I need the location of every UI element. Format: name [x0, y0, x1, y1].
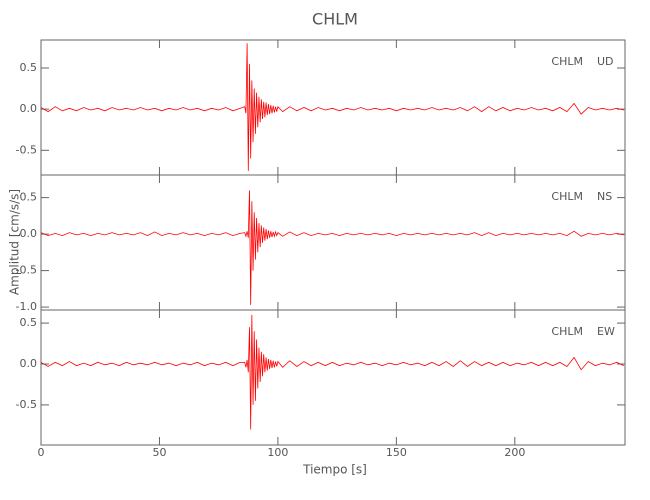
waveform: [40, 190, 624, 305]
panel-component: EW: [597, 325, 615, 338]
x-tick-label: 50: [152, 446, 166, 459]
panel-station: CHLM: [551, 190, 583, 203]
y-tick-label: 0.5: [20, 61, 38, 74]
x-tick-label: 200: [504, 446, 525, 459]
chart-title: CHLM: [312, 10, 358, 29]
x-tick-label: 100: [267, 446, 288, 459]
y-tick-label: -1.0: [16, 300, 37, 313]
y-tick-label: -0.5: [16, 398, 37, 411]
y-tick-label: 0.0: [20, 227, 38, 240]
x-axis-label: Tiempo [s]: [302, 463, 367, 477]
panel-station: CHLM: [551, 55, 583, 68]
y-axis-label: Amplitud [cm/s/s]: [8, 189, 22, 295]
panel-frame: [40, 39, 626, 176]
panel-frame: [40, 309, 626, 446]
y-tick-label: -0.5: [16, 143, 37, 156]
y-tick-label: 0.5: [20, 191, 38, 204]
y-tick-label: 0.0: [20, 102, 38, 115]
y-tick-label: 0.0: [20, 357, 38, 370]
panel-component: UD: [597, 55, 614, 68]
y-tick-label: -0.5: [16, 264, 37, 277]
panel-frame: [40, 174, 626, 311]
panel-station: CHLM: [551, 325, 583, 338]
panel-component: NS: [597, 190, 612, 203]
x-tick-label: 0: [38, 446, 45, 459]
y-tick-label: 0.5: [20, 316, 38, 329]
x-tick-label: 150: [386, 446, 407, 459]
waveform: [40, 314, 624, 430]
waveform: [40, 43, 624, 171]
